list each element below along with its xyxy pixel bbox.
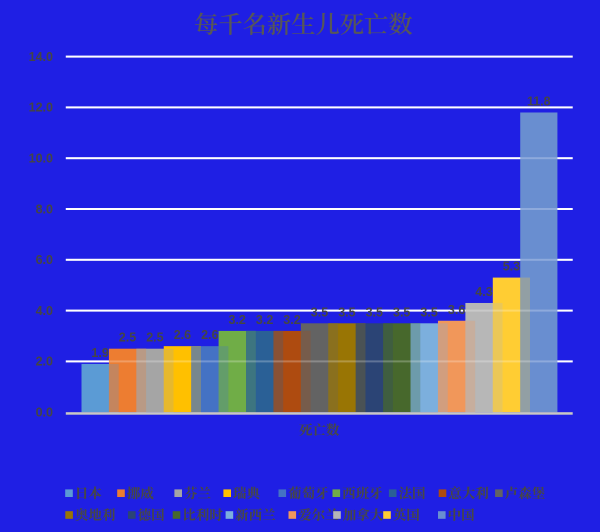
svg-text:2.5: 2.5: [119, 331, 136, 345]
svg-text:3.2: 3.2: [229, 313, 246, 327]
svg-text:3.2: 3.2: [283, 313, 300, 327]
svg-text:0.0: 0.0: [36, 406, 53, 420]
svg-text:2.0: 2.0: [36, 355, 53, 369]
svg-text:3.5: 3.5: [366, 305, 383, 319]
svg-text:2.5: 2.5: [146, 331, 163, 345]
svg-text:3.5: 3.5: [311, 305, 328, 319]
svg-text:2.6: 2.6: [201, 328, 218, 342]
svg-text:6.0: 6.0: [36, 253, 53, 267]
svg-text:2.6: 2.6: [174, 328, 191, 342]
svg-text:11.8: 11.8: [527, 95, 551, 109]
svg-text:8.0: 8.0: [36, 202, 53, 216]
svg-text:1.9: 1.9: [91, 346, 108, 360]
svg-text:14.0: 14.0: [29, 50, 53, 64]
svg-text:5.3: 5.3: [503, 260, 520, 274]
svg-text:4.0: 4.0: [36, 304, 53, 318]
svg-text:3.6: 3.6: [448, 303, 465, 317]
svg-text:3.2: 3.2: [256, 313, 273, 327]
svg-text:3.5: 3.5: [338, 305, 355, 319]
svg-text:10.0: 10.0: [29, 152, 53, 166]
svg-text:3.5: 3.5: [393, 305, 410, 319]
svg-text:3.5: 3.5: [420, 305, 437, 319]
svg-text:12.0: 12.0: [29, 101, 53, 115]
svg-text:4.3: 4.3: [475, 285, 492, 299]
